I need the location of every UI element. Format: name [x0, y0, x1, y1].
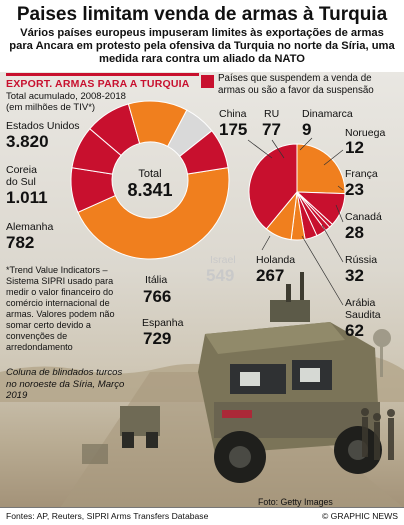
- legend-swatch: [201, 75, 214, 88]
- label-russia-value: 32: [345, 266, 364, 285]
- connector-line-4: [337, 185, 344, 191]
- connector-line-3: [323, 149, 344, 166]
- label-norway-value: 12: [345, 138, 364, 157]
- label-uk-value: 77: [262, 120, 281, 139]
- label-usa-name: Estados Unidos: [6, 120, 80, 132]
- label-china-name: China: [219, 108, 247, 120]
- footer-rule: [0, 507, 404, 508]
- page-subtitle: Vários países europeus impuseram limites…: [9, 27, 395, 65]
- section-subtitle-line2: (em milhões de TIV*): [6, 102, 96, 113]
- pie-chart: [248, 143, 346, 241]
- legend-text: Países que suspendem a venda de armas ou…: [218, 73, 374, 96]
- photo-credit: Foto: Getty Images: [258, 497, 333, 507]
- copyright: © GRAPHIC NEWS: [321, 511, 398, 521]
- label-saudi-name-1: Arábia: [345, 297, 376, 309]
- label-uk-name: RU: [264, 108, 280, 120]
- label-canada-value: 28: [345, 223, 364, 242]
- donut-chart: [70, 100, 230, 260]
- label-israel-value: 549: [206, 266, 235, 285]
- distant-vehicle: [120, 406, 160, 448]
- connector-line-0: [247, 139, 273, 159]
- label-korea-name-2: do Sul: [6, 176, 36, 188]
- label-russia-name: Rússia: [345, 254, 378, 266]
- label-korea-name-1: Coreia: [6, 164, 37, 176]
- connector-lines: [247, 137, 344, 306]
- connector-line-8: [261, 235, 271, 251]
- label-holland-name: Holanda: [256, 254, 296, 266]
- donut-segment-outros: [179, 130, 229, 175]
- connector-line-1: [271, 139, 285, 159]
- footer: [0, 508, 404, 525]
- section-rule: [6, 73, 199, 76]
- pie-segment-holanda: [248, 143, 298, 230]
- donut-center-label: Total: [138, 168, 162, 180]
- label-spain-value: 729: [143, 329, 172, 348]
- sources: Fontes: AP, Reuters, SIPRI Arms Transfer…: [6, 511, 209, 521]
- label-china-value: 175: [219, 120, 248, 139]
- label-holland-value: 267: [256, 266, 285, 285]
- label-germany-value: 782: [6, 233, 35, 252]
- label-norway-name: Noruega: [345, 127, 386, 139]
- label-saudi-name-2: Saudita: [345, 309, 381, 321]
- label-korea-value: 1.011: [6, 188, 48, 207]
- donut-segment-estados-unidos: [77, 167, 230, 260]
- connector-line-6: [321, 224, 344, 263]
- label-spain-name: Espanha: [142, 317, 184, 329]
- connector-line-5: [335, 204, 344, 223]
- connector-line-7: [301, 235, 344, 306]
- page-title: Paises limitam venda de armas à Turquia: [16, 4, 388, 25]
- label-denmark-value: 9: [302, 120, 312, 139]
- label-israel-name: Israel: [210, 254, 236, 266]
- label-denmark-name: Dinamarca: [302, 108, 353, 120]
- section-subtitle: Total acumulado, 2008-2018 (em milhões d…: [6, 91, 196, 113]
- pie-segment-china: [296, 143, 346, 195]
- section-subtitle-line1: Total acumulado, 2008-2018: [6, 91, 126, 102]
- label-italy-value: 766: [143, 287, 172, 306]
- label-france-value: 23: [345, 180, 364, 199]
- label-saudi-value: 62: [345, 321, 364, 340]
- section-title: EXPORT. ARMAS PARA A TURQUIA: [6, 78, 190, 90]
- armored-convoy-photo: [0, 272, 404, 508]
- label-canada-name: Canadá: [345, 211, 382, 223]
- donut-center-value: 8.341: [127, 180, 173, 200]
- armored-vehicle: [198, 272, 382, 483]
- connector-line-2: [299, 137, 313, 151]
- photo-caption: Coluna de blindados turcos no noroeste d…: [6, 367, 125, 401]
- label-italy-name: Itália: [145, 274, 168, 286]
- label-france-name: França: [345, 168, 378, 180]
- label-germany-name: Alemanha: [6, 221, 54, 233]
- label-usa-value: 3.820: [6, 132, 49, 151]
- tiv-footnote: *Trend Value Indicators – Sistema SIPRI …: [6, 265, 115, 352]
